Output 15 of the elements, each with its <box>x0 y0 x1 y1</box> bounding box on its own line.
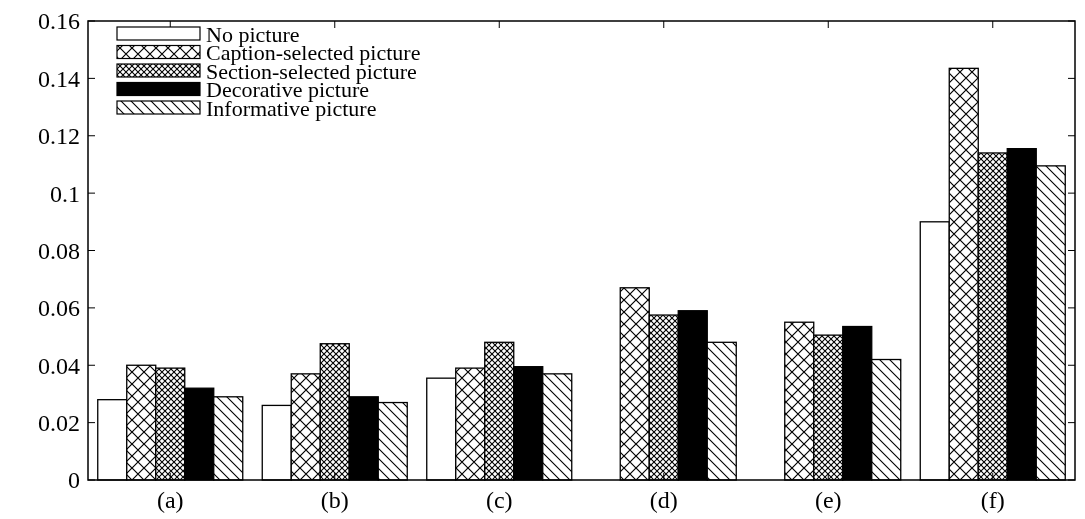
y-tick-label: 0.1 <box>50 180 80 207</box>
y-tick-label: 0.04 <box>38 352 80 379</box>
x-tick-label: (a) <box>156 487 184 513</box>
y-tick-label: 0.06 <box>38 295 80 322</box>
x-tick-label: (b) <box>320 487 349 513</box>
x-tick-label: (c) <box>485 487 513 513</box>
x-tick-label: (e) <box>814 487 842 513</box>
y-tick-label: 0 <box>68 467 80 494</box>
y-tick-label: 0.12 <box>38 123 80 150</box>
y-tick-label: 0.14 <box>38 65 80 92</box>
y-tick-label: 0.08 <box>38 237 80 264</box>
y-tick-label: 0.16 <box>38 8 80 35</box>
x-tick-label: (d) <box>649 487 678 513</box>
y-tick-label: 0.02 <box>38 410 80 437</box>
x-tick-label: (f) <box>980 487 1005 513</box>
